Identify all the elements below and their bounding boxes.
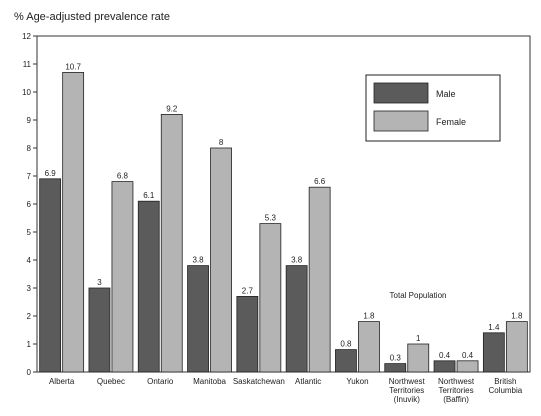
bar-female [407,343,430,373]
bar-value-label: 6.6 [314,177,326,186]
y-tick-label: 4 [27,256,32,265]
y-tick-label: 8 [27,144,32,153]
bar-value-label: 0.8 [340,340,352,349]
bar-value-label: 2.7 [242,286,254,295]
category-label: Yukon [346,377,368,386]
bar-male [137,200,160,373]
bar-male [88,287,111,373]
legend-label: Male [436,89,456,99]
bar-male [384,363,407,373]
bar-value-label: 5.3 [265,214,277,223]
bar-value-label: 1.4 [488,323,500,332]
legend: Male Female [365,74,501,142]
category-label: Northwest Territories (Inuvik) [389,377,426,404]
bar-female [210,147,232,373]
bar-value-label: 1.8 [511,312,523,321]
legend-swatch-female [373,110,429,132]
bar-value-label: 8 [219,138,224,147]
y-tick-label: 12 [22,32,31,41]
category-labels: Alberta Quebec Ontario Manitoba Saskatchewan… [49,377,523,404]
bars [39,72,528,373]
bar-female [358,321,380,373]
category-label: Ontario [147,377,174,386]
category-label: Northwest Territories (Baffin) [438,377,475,404]
bar-value-label: 1 [416,334,421,343]
bar-value-label: 0.4 [462,351,474,360]
y-tick-label: 2 [27,312,32,321]
bar-value-label: 6.1 [143,191,155,200]
y-tick-label: 7 [27,172,32,181]
y-tick-label: 1 [27,340,32,349]
bar-value-label: 3.8 [192,256,204,265]
bar-value-label: 9.2 [166,104,178,113]
bar-female [308,186,331,373]
bar-male [39,178,62,373]
bar-value-label: 1.8 [363,312,375,321]
bar-female [456,360,479,373]
bar-female [111,181,134,373]
category-label: British Columbia [488,377,522,395]
bar-value-label: 0.3 [390,354,402,363]
bar-male [236,295,259,373]
category-label: Quebec [97,377,125,386]
category-label: Atlantic [295,377,321,386]
y-tick-label: 6 [27,200,32,209]
bar-female [160,114,183,373]
y-tick-label: 11 [23,60,32,69]
category-label: Manitoba [193,377,226,386]
bar-value-label: 3 [97,278,102,287]
bar-male [482,332,505,373]
bar-male [335,349,357,373]
bar-female [505,321,528,373]
data-labels: 6.9 10.7 3 6.8 6.1 9.2 3.8 8 2.7 5.3 3.8 6.6 0.8 1.8 0… [45,62,523,362]
legend-swatch-male [373,82,429,104]
category-label: Saskatchewan [233,377,285,386]
y-tick-label: 10 [22,88,31,97]
legend-label: Female [436,117,466,127]
bar-male [187,265,209,373]
bar-male [433,360,456,373]
bar-female [259,223,282,373]
chart-title: % Age-adjusted prevalence rate [14,11,170,23]
total-population-annotation: Total Population [390,291,447,300]
bar-value-label: 6.9 [45,169,57,178]
y-tick-label: 0 [27,368,32,377]
y-tick-label: 5 [27,228,32,237]
bar-female [62,72,85,373]
category-label: Alberta [49,377,75,386]
bar-male [285,265,308,373]
bar-value-label: 0.4 [439,351,451,360]
bar-value-label: 10.7 [65,62,81,71]
bar-value-label: 6.8 [117,172,129,181]
bar-value-label: 3.8 [291,256,303,265]
y-tick-label: 9 [27,116,32,125]
y-tick-label: 3 [27,284,32,293]
